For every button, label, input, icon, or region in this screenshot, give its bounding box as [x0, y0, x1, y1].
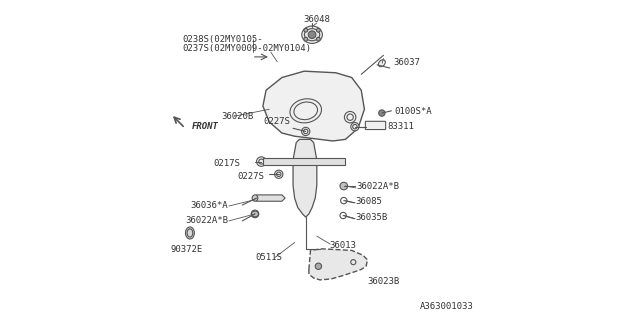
Circle shape [308, 31, 316, 38]
Circle shape [379, 110, 385, 116]
Text: 0238S(02MY0105-: 0238S(02MY0105- [182, 35, 262, 44]
Polygon shape [309, 249, 367, 280]
Text: 0511S: 0511S [256, 253, 283, 262]
Circle shape [304, 28, 308, 32]
Text: 83311: 83311 [387, 122, 414, 131]
Circle shape [316, 28, 320, 32]
Polygon shape [293, 140, 317, 217]
Circle shape [301, 127, 310, 136]
Ellipse shape [378, 60, 385, 67]
Text: 0227S: 0227S [263, 117, 290, 126]
Text: 0217S: 0217S [213, 159, 240, 168]
Ellipse shape [290, 99, 321, 123]
Text: 0100S*A: 0100S*A [394, 107, 432, 116]
Text: 36022A*B: 36022A*B [185, 216, 228, 225]
Text: FRONT: FRONT [191, 122, 218, 131]
Polygon shape [257, 195, 285, 201]
Circle shape [344, 111, 356, 123]
Text: 36013: 36013 [330, 241, 356, 250]
Circle shape [251, 210, 259, 218]
Text: 36023B: 36023B [367, 277, 399, 286]
Text: 36020B: 36020B [221, 112, 254, 121]
Text: 36022A*B: 36022A*B [356, 182, 399, 191]
Circle shape [316, 263, 321, 269]
Polygon shape [263, 158, 346, 165]
Text: 36036*A: 36036*A [190, 201, 228, 210]
Text: A363001033: A363001033 [420, 302, 474, 311]
Text: 36037: 36037 [393, 58, 420, 67]
Circle shape [257, 157, 266, 166]
Text: 36035B: 36035B [356, 213, 388, 222]
FancyBboxPatch shape [365, 121, 386, 130]
Text: 0227S: 0227S [237, 172, 264, 181]
Circle shape [351, 123, 359, 131]
Text: 0237S(02MY0009-02MY0104): 0237S(02MY0009-02MY0104) [182, 44, 311, 53]
Ellipse shape [301, 26, 323, 44]
Circle shape [340, 182, 348, 190]
Ellipse shape [186, 227, 195, 239]
Circle shape [275, 170, 283, 178]
Ellipse shape [252, 195, 258, 201]
Text: 36048: 36048 [303, 15, 330, 24]
Circle shape [316, 37, 320, 41]
Text: 90372E: 90372E [171, 245, 203, 254]
Circle shape [304, 37, 308, 41]
Text: 36085: 36085 [356, 197, 383, 206]
Polygon shape [263, 71, 364, 141]
